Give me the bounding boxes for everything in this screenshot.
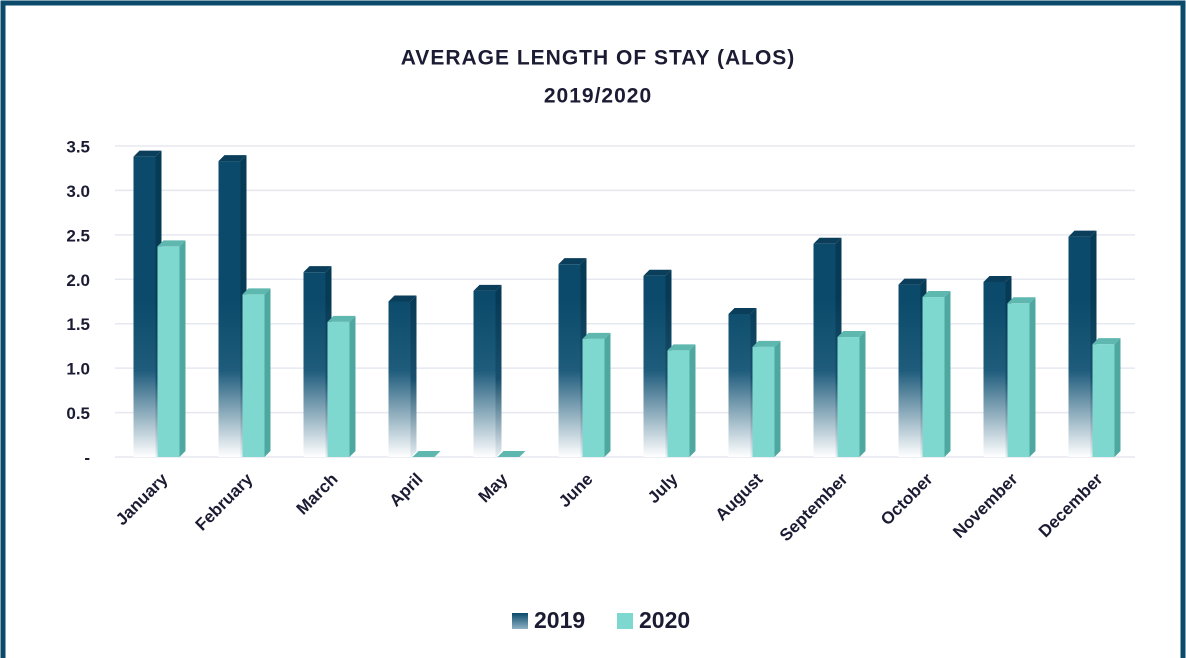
bar-top xyxy=(667,344,696,351)
bar-top xyxy=(1092,338,1121,345)
bar xyxy=(1068,236,1091,457)
bar-side xyxy=(410,295,417,457)
bar-top xyxy=(752,340,781,347)
bar-top xyxy=(497,451,526,457)
x-tick-label: March xyxy=(293,470,342,519)
y-tick-label: 3.5 xyxy=(66,137,90,156)
bar-top xyxy=(218,155,247,162)
bar xyxy=(643,275,666,457)
bar-top xyxy=(983,275,1012,282)
bar-top xyxy=(558,258,587,265)
x-tick-label: April xyxy=(386,470,427,511)
bar-side xyxy=(859,331,866,457)
bar-top xyxy=(813,237,842,244)
chart-title: AVERAGE LENGTH OF STAY (ALOS) xyxy=(401,47,796,70)
bar-top xyxy=(473,284,502,291)
bar-top xyxy=(1007,297,1036,304)
x-tick-label: February xyxy=(192,469,257,534)
x-tick-label: December xyxy=(1035,469,1107,541)
bar xyxy=(752,346,775,457)
bar xyxy=(558,264,581,457)
bar-top xyxy=(303,266,332,273)
bar xyxy=(388,301,411,457)
y-tick-label: 1.5 xyxy=(66,315,90,334)
bar-side xyxy=(1029,297,1036,457)
bar-top xyxy=(388,295,417,302)
bar xyxy=(922,297,945,457)
x-tick-label: June xyxy=(555,470,596,511)
bar-side xyxy=(604,332,611,457)
bar-side xyxy=(179,240,186,457)
bar xyxy=(327,321,350,457)
bar-top xyxy=(1068,230,1097,237)
bar xyxy=(1007,303,1030,457)
bar xyxy=(473,290,496,457)
bar-top xyxy=(837,331,866,338)
y-tick-label: 3.0 xyxy=(66,182,90,201)
legend-label: 2019 xyxy=(534,607,585,633)
y-tick-label: 2.5 xyxy=(66,226,90,245)
bar-side xyxy=(495,284,502,457)
bar-side xyxy=(1114,338,1121,457)
bar-top xyxy=(157,240,186,247)
legend-swatch xyxy=(617,613,633,629)
bar-side xyxy=(774,340,781,457)
bar-top xyxy=(643,269,672,276)
bar-side xyxy=(944,291,951,457)
bar xyxy=(667,350,690,457)
x-tick-label: May xyxy=(475,469,512,506)
bar-side xyxy=(689,344,696,457)
x-tick-label: July xyxy=(644,469,682,507)
bar xyxy=(1092,344,1115,457)
bar xyxy=(898,284,921,457)
x-tick-label: September xyxy=(776,469,852,545)
bar-side xyxy=(264,288,271,457)
chart-subtitle: 2019/2020 xyxy=(544,85,652,108)
y-tick-label: 1.0 xyxy=(66,360,90,379)
y-tick-label: - xyxy=(84,448,90,467)
bar-top xyxy=(133,150,162,157)
legend-swatch xyxy=(512,613,528,629)
bar xyxy=(218,161,241,457)
bar-top xyxy=(412,451,441,457)
bar xyxy=(303,272,326,457)
bar-top xyxy=(922,291,951,298)
y-tick-label: 2.0 xyxy=(66,271,90,290)
bar xyxy=(242,294,265,457)
bar xyxy=(983,281,1006,457)
x-tick-label: November xyxy=(949,469,1021,541)
bar xyxy=(813,243,836,457)
bar-top xyxy=(898,278,927,285)
bar xyxy=(133,156,156,458)
x-tick-label: October xyxy=(877,469,937,529)
y-tick-label: 0.5 xyxy=(66,404,90,423)
bar-top xyxy=(242,288,271,295)
x-tick-label: August xyxy=(712,469,767,524)
bar xyxy=(582,338,605,457)
bar-top xyxy=(582,332,611,339)
bar xyxy=(157,246,180,457)
x-tick-label: January xyxy=(112,469,172,529)
bar xyxy=(728,313,751,457)
bar xyxy=(837,337,860,457)
bar-top xyxy=(728,307,757,314)
legend-label: 2020 xyxy=(639,607,690,633)
bar-side xyxy=(349,315,356,457)
bar-top xyxy=(327,315,356,322)
